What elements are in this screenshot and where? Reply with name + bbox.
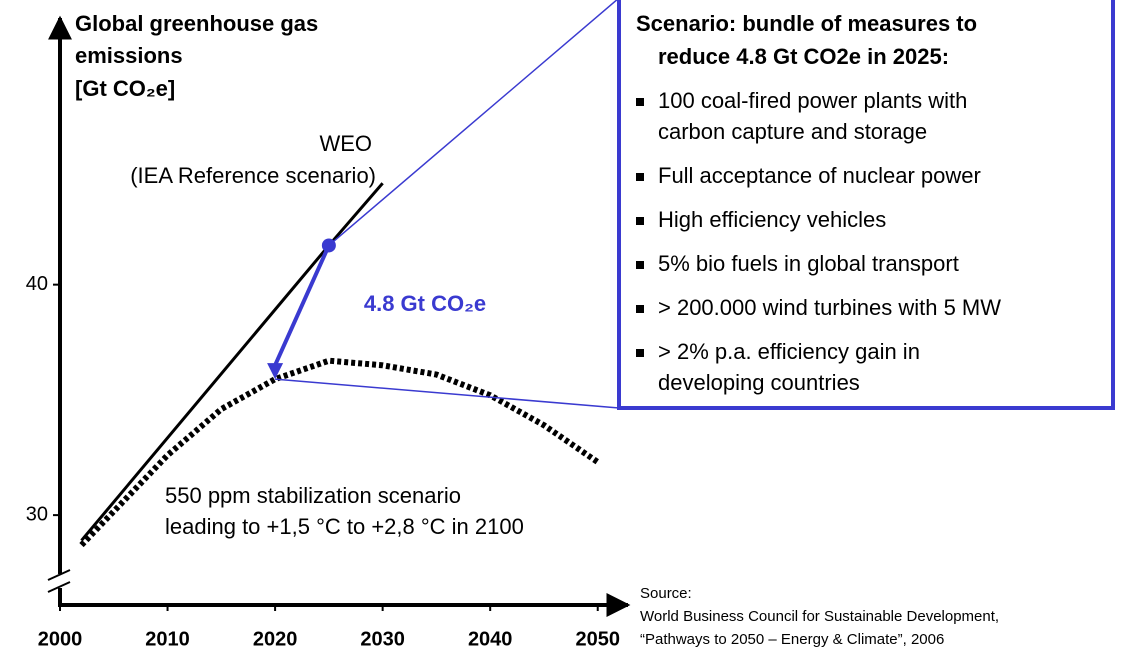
y-label: [Gt CO₂e] (75, 76, 175, 101)
axis-break (47, 569, 71, 581)
point (321, 238, 336, 253)
source: World Business Council for Sustainable D… (640, 608, 999, 625)
box-title: Scenario: bundle of measures to (636, 11, 977, 36)
bullet-text: > 200.000 wind turbines with 5 MW (658, 295, 1001, 320)
reduction-arrowhead (267, 363, 284, 380)
x-tick-label: 2000 (38, 628, 83, 650)
bullet (636, 261, 644, 269)
axis-break (47, 581, 71, 593)
reduction-arrow (273, 244, 331, 366)
bullet (636, 305, 644, 313)
bullet-text: 100 coal-fired power plants with (658, 88, 967, 113)
bullet-text: carbon capture and storage (658, 119, 927, 144)
x-tick-label: 2030 (360, 628, 405, 650)
bullet-text: > 2% p.a. efficiency gain in (658, 339, 920, 364)
box-title: reduce 4.8 Gt CO2e in 2025: (658, 44, 949, 69)
y-tick-label: 30 (26, 503, 48, 525)
bullet (636, 217, 644, 225)
x-tick-label: 2040 (468, 628, 513, 650)
bullet-text: 5% bio fuels in global transport (658, 251, 959, 276)
annotation: 550 ppm stabilization scenario (165, 483, 461, 508)
scenario-box: Scenario: bundle of measures to reduce 4.… (617, 0, 1115, 410)
annotation: 4.8 Gt CO₂e (364, 291, 486, 316)
bullet-text: High efficiency vehicles (658, 207, 886, 232)
x-tick-label: 2010 (145, 628, 190, 650)
x-tick-label: 2050 (575, 628, 620, 650)
y-label: Global greenhouse gas (75, 11, 318, 36)
annotation: (IEA Reference scenario) (130, 163, 376, 188)
connector (328, 0, 618, 247)
x-tick-label: 2020 (253, 628, 298, 650)
y-tick-label: 40 (26, 273, 48, 295)
bullet (636, 98, 644, 106)
bullet-text: Full acceptance of nuclear power (658, 163, 981, 188)
bullet-text: developing countries (658, 370, 860, 395)
source: Source: (640, 585, 692, 602)
box-border (617, 0, 1115, 410)
annotation: WEO (319, 131, 372, 156)
source: “Pathways to 2050 – Energy & Climate”, 2… (640, 631, 944, 648)
annotation: leading to +1,5 °C to +2,8 °C in 2100 (165, 514, 524, 539)
connector (275, 378, 620, 409)
bullet (636, 349, 644, 357)
y-label: emissions (75, 43, 183, 68)
bullet (636, 173, 644, 181)
